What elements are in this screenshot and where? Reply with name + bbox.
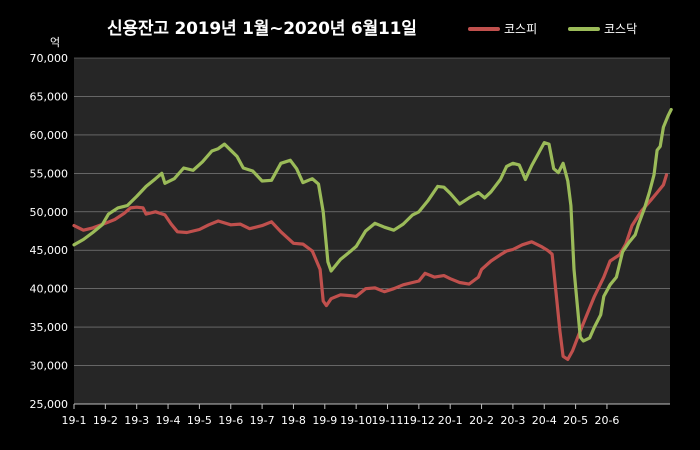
series-line-kospi [72, 173, 669, 361]
legend-swatch-kospi [468, 26, 500, 31]
y-tick-label: 55,000 [30, 167, 69, 180]
y-tick-label: 70,000 [30, 52, 69, 65]
x-tick-label: 19-9 [312, 414, 337, 427]
x-tick-label: 20-2 [469, 414, 494, 427]
x-tick-label: 19-11 [372, 414, 404, 427]
y-tick-label: 45,000 [30, 244, 69, 257]
x-tick-label: 19-5 [187, 414, 212, 427]
legend-label-kosdaq: 코스닥 [604, 22, 638, 36]
x-tick-label: 19-1 [62, 414, 87, 427]
x-tick-label: 19-2 [93, 414, 118, 427]
y-axis-unit-label: 억 [50, 36, 61, 49]
y-axis: 25,000 30,000 35,000 40,000 45,000 50,000 55,0… [30, 52, 69, 411]
y-tick-label: 40,000 [30, 283, 69, 296]
x-tick-label: 19-8 [281, 414, 306, 427]
y-tick-label: 30,000 [30, 360, 69, 373]
x-tick-label: 20-4 [532, 414, 557, 427]
y-tick-label: 65,000 [30, 90, 69, 103]
legend-swatch-kosdaq [568, 26, 600, 31]
x-tick-label: 19-4 [156, 414, 181, 427]
chart-title: 신용잔고 2019년 1월~2020년 6월11일 [107, 19, 417, 39]
x-tick-label: 19-6 [218, 414, 243, 427]
legend-label-kospi: 코스피 [504, 22, 538, 36]
y-tick-label: 35,000 [30, 321, 69, 334]
x-tick-label: 20-5 [563, 414, 588, 427]
x-tick-label: 20-1 [438, 414, 463, 427]
x-tick-label: 20-6 [594, 414, 619, 427]
y-tick-label: 50,000 [30, 206, 69, 219]
x-axis: 19-1 19-2 19-3 19-4 19-5 19-6 19-7 19-8 19-9 19-1… [62, 403, 670, 427]
series-lines [72, 107, 673, 361]
y-tick-label: 60,000 [30, 129, 69, 142]
x-tick-label: 19-3 [124, 414, 149, 427]
x-tick-label: 19-12 [403, 414, 435, 427]
plot-area [74, 58, 670, 404]
legend-item-kospi: 코스피 [468, 20, 537, 37]
x-tick-label: 19-7 [250, 414, 275, 427]
x-tick-label: 19-10 [340, 414, 372, 427]
series-line-kosdaq [72, 107, 673, 343]
y-tick-label: 25,000 [30, 398, 69, 411]
x-tick-label: 20-3 [500, 414, 525, 427]
legend-item-kosdaq: 코스닥 [568, 20, 637, 37]
